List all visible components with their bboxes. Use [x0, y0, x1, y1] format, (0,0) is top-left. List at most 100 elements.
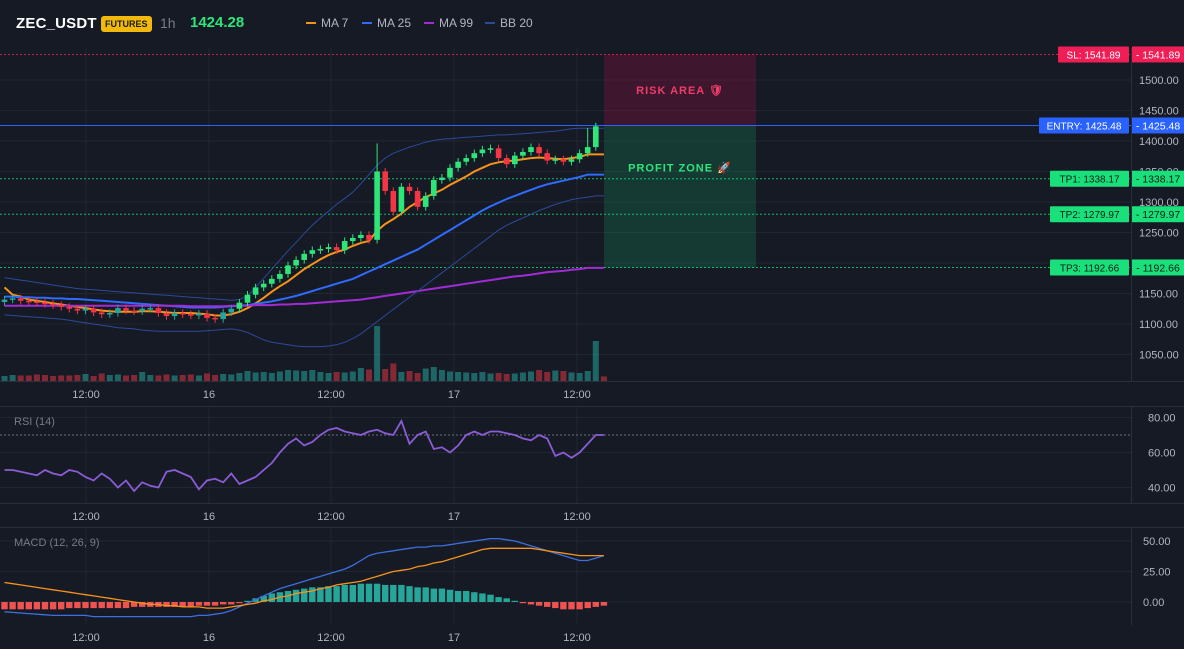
macd-histogram-bar — [301, 588, 308, 602]
volume-bar — [301, 371, 308, 381]
volume-bar — [447, 371, 453, 381]
x-tick-label: 17 — [448, 632, 460, 644]
futures-badge: FUTURES — [101, 16, 152, 32]
x-tick-label: 12:00 — [563, 632, 591, 644]
macd-histogram-bar — [406, 586, 413, 602]
volume-bar — [236, 373, 243, 381]
volume-bar — [414, 373, 421, 381]
macd-histogram-bar — [568, 602, 575, 610]
macd-histogram-bar — [325, 586, 332, 602]
macd-histogram-bar — [600, 602, 608, 606]
macd-histogram-bar — [155, 602, 162, 607]
level-axis-tag-label: - 1279.97 — [1136, 209, 1181, 221]
macd-histogram-bar — [390, 584, 397, 602]
candle-body — [487, 148, 494, 150]
candle-body — [155, 308, 162, 314]
volume-bar — [98, 373, 105, 381]
candle-body — [317, 248, 324, 251]
macd-histogram-bar — [544, 602, 551, 607]
legend-bb20[interactable]: BB 20 — [485, 16, 533, 30]
volume-bar — [382, 369, 389, 381]
level-badge — [1050, 206, 1129, 223]
macd-line — [4, 537, 605, 618]
macd-histogram-bar — [479, 593, 486, 602]
macd-histogram-bar — [211, 602, 219, 606]
legend-ma7[interactable]: MA 7 — [306, 16, 348, 30]
candle-body — [204, 313, 210, 318]
level-badge-label: TP1: 1338.17 — [1059, 175, 1119, 186]
macd-histogram-bar — [398, 584, 405, 602]
profit-zone — [604, 125, 756, 268]
x-tick-label: 12:00 — [72, 632, 100, 644]
macd-histogram-bar — [187, 602, 194, 607]
macd-histogram-bar — [139, 602, 146, 607]
macd-histogram-bar — [535, 602, 543, 606]
macd-histogram-bar — [236, 602, 243, 604]
y-tick-label: 50.00 — [1143, 536, 1171, 548]
volume-bar — [333, 372, 340, 381]
bb20-upper-line — [4, 127, 604, 301]
legend-ma25[interactable]: MA 25 — [362, 16, 411, 30]
candle-body — [503, 158, 510, 165]
y-tick-label: 1050.00 — [1139, 350, 1179, 362]
x-tick-label: 17 — [448, 511, 460, 523]
candle-body — [471, 153, 478, 159]
x-tick-label: 12:00 — [317, 389, 345, 401]
volume-bar — [195, 375, 202, 381]
macd-histogram-bar — [33, 602, 41, 610]
candle-body — [269, 278, 275, 284]
candle-body — [220, 312, 226, 320]
macd-histogram-bar — [9, 602, 16, 610]
volume-bar — [220, 374, 227, 381]
macd-histogram-bar — [244, 600, 251, 602]
volume-bar — [463, 372, 470, 381]
macd-histogram-bar — [195, 602, 203, 606]
volume-bar — [179, 375, 186, 381]
macd-histogram-bar — [341, 584, 348, 602]
candle-body — [495, 148, 502, 159]
volume-bar — [66, 375, 73, 381]
level-badge-label: SL: 1541.89 — [1067, 50, 1121, 61]
candle-body — [439, 177, 445, 181]
macd-histogram-bar — [268, 593, 275, 602]
macd-histogram-bar — [292, 589, 300, 602]
macd-histogram-bar — [74, 602, 81, 609]
macd-histogram-bar — [503, 598, 510, 602]
risk-zone — [604, 54, 756, 126]
candle-body — [115, 308, 121, 314]
macd-histogram-bar — [438, 588, 446, 602]
candle-body — [536, 147, 542, 154]
x-tick-label: 17 — [448, 389, 460, 401]
volume-bar — [560, 371, 567, 381]
volume-bar — [114, 374, 121, 381]
candle-body — [66, 306, 73, 309]
candle-body — [139, 308, 145, 312]
volume-bar — [479, 372, 486, 381]
level-badge — [1050, 259, 1129, 276]
symbol-name[interactable]: ZEC_USDT — [16, 15, 97, 32]
level-axis-tag-label: - 1192.66 — [1136, 262, 1180, 274]
candle-body — [447, 167, 453, 178]
macd-histogram-bar — [49, 602, 57, 610]
level-badge — [1039, 117, 1129, 134]
candle-body — [50, 303, 56, 306]
candle-body — [463, 158, 469, 162]
ma25-line — [4, 173, 604, 309]
candle-body — [179, 313, 186, 315]
macd-histogram-bar — [309, 587, 316, 602]
macd-histogram-bar — [98, 602, 105, 609]
macd-histogram-bar — [357, 583, 365, 602]
candle-body — [341, 241, 348, 251]
timeframe-label[interactable]: 1h — [160, 15, 176, 31]
candle-body — [196, 313, 202, 316]
macd-histogram-bar — [179, 602, 186, 607]
volume-bar — [212, 375, 219, 381]
candle-body — [479, 149, 486, 154]
candle-body — [277, 273, 283, 279]
legend-ma99[interactable]: MA 99 — [424, 16, 473, 30]
candle-body — [82, 308, 89, 311]
macd-histogram-bar — [592, 602, 599, 607]
y-tick-label: 1450.00 — [1139, 106, 1179, 118]
